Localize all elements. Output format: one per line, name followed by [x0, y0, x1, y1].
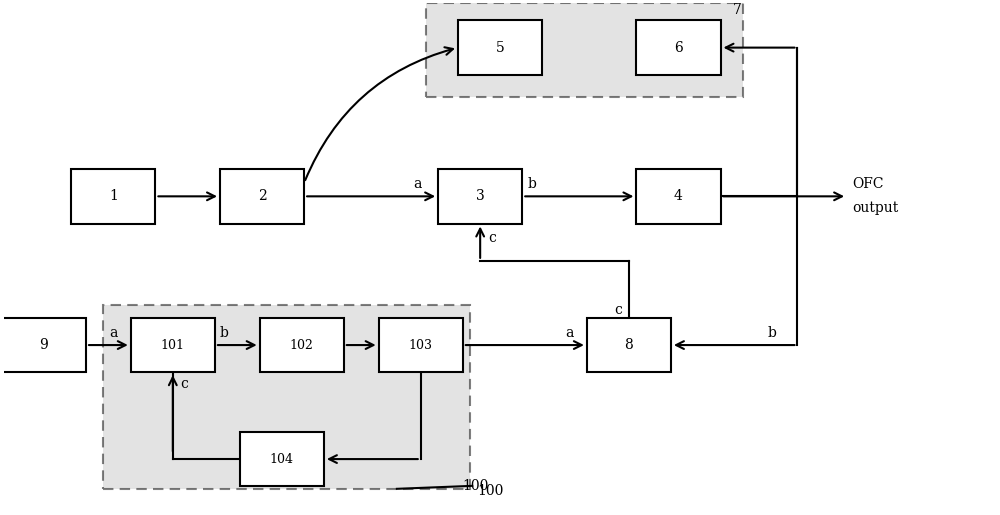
Text: 3: 3	[476, 190, 485, 203]
Bar	[131, 318, 215, 372]
Bar	[636, 169, 721, 224]
Text: output: output	[852, 201, 898, 215]
Bar	[379, 318, 463, 372]
Text: c: c	[488, 231, 496, 246]
Text: a: a	[109, 326, 117, 340]
Bar	[587, 318, 671, 372]
Text: 102: 102	[290, 338, 314, 352]
Bar	[636, 21, 721, 75]
Text: 9: 9	[40, 338, 48, 352]
FancyArrowPatch shape	[305, 47, 453, 180]
Text: b: b	[768, 326, 777, 340]
Text: b: b	[220, 326, 229, 340]
Text: 8: 8	[625, 338, 633, 352]
Text: a: a	[413, 178, 422, 192]
Text: 2: 2	[258, 190, 266, 203]
Bar	[103, 305, 470, 489]
Bar	[240, 432, 324, 486]
Text: 103: 103	[409, 338, 433, 352]
Text: b: b	[527, 178, 536, 192]
Text: 6: 6	[674, 41, 683, 55]
Text: c: c	[614, 303, 622, 317]
Text: c: c	[181, 377, 189, 391]
Bar	[426, 3, 743, 97]
Text: a: a	[565, 326, 573, 340]
Bar	[458, 21, 542, 75]
Text: 5: 5	[496, 41, 504, 55]
Bar	[220, 169, 304, 224]
Bar	[260, 318, 344, 372]
Text: 4: 4	[674, 190, 683, 203]
Text: 7: 7	[733, 3, 742, 17]
Text: 100: 100	[477, 484, 504, 498]
Bar	[438, 169, 522, 224]
Text: 100: 100	[462, 479, 489, 493]
Text: 104: 104	[270, 453, 294, 466]
Text: OFC: OFC	[852, 178, 883, 192]
Text: 101: 101	[161, 338, 185, 352]
Bar	[2, 318, 86, 372]
Bar	[71, 169, 155, 224]
Text: 1: 1	[109, 190, 118, 203]
